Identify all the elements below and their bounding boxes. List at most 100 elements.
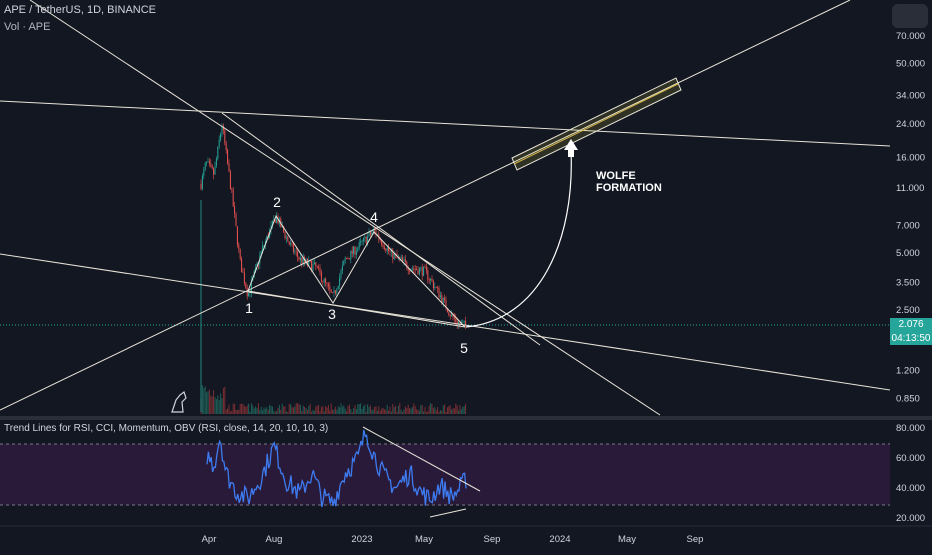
volume-bar (431, 403, 433, 414)
volume-bar (441, 410, 443, 414)
volume-bar (348, 404, 350, 414)
wave-label-4: 4 (370, 209, 378, 225)
volume-bar (438, 411, 440, 414)
candle-body (465, 320, 467, 325)
candle-body (348, 258, 350, 260)
volume-bar (217, 395, 219, 414)
candle-body (217, 146, 219, 159)
volume-bar (308, 405, 310, 414)
volume-bar (294, 406, 296, 414)
candle-body (453, 317, 455, 319)
volume-bar (420, 405, 422, 414)
volume-bar (369, 405, 371, 414)
volume-bar (309, 403, 311, 414)
price-axis-label: 50.000 (896, 59, 925, 70)
candle-body (431, 278, 433, 282)
volume-bar (236, 409, 238, 414)
candle-body (263, 245, 265, 247)
ascending-line (0, 0, 851, 411)
price-axis-label: 5.000 (896, 248, 920, 259)
volume-bar (253, 408, 255, 414)
volume-bar (290, 404, 292, 414)
candle-body (334, 290, 336, 294)
volume-bar (389, 406, 391, 414)
candle-body (270, 225, 272, 231)
candle-body (362, 238, 364, 242)
volume-bar (343, 405, 345, 414)
candle-body (438, 287, 440, 298)
volume-bar (234, 403, 236, 414)
volume-bar (353, 408, 355, 414)
candle-body (311, 260, 313, 271)
candle-body (350, 250, 352, 260)
volume-bar (255, 406, 257, 414)
volume-bar (344, 408, 346, 414)
candle-body (337, 285, 339, 290)
volume-bar (407, 404, 409, 414)
candle-body (437, 287, 439, 289)
candle-body (201, 175, 203, 189)
volume-bar (332, 409, 334, 414)
candle-body (260, 250, 262, 256)
volume-bar (301, 411, 303, 414)
volume-bar (437, 407, 439, 414)
candle-body (344, 258, 346, 261)
rsi-band (0, 444, 890, 505)
candle-body (333, 290, 335, 293)
time-axis-label: Apr (202, 534, 217, 545)
volume-bar (459, 405, 461, 414)
volume-bar (430, 403, 432, 414)
candle-body (388, 247, 390, 252)
candle-body (416, 269, 418, 271)
volume-bar (458, 410, 460, 414)
volume-bar (371, 409, 373, 414)
price-axis-label: 24.000 (896, 119, 925, 130)
candle-body (243, 272, 245, 284)
volume-bar (460, 409, 462, 414)
volume-bar (368, 406, 370, 414)
volume-bar (444, 404, 446, 414)
last-price-tag: 2.076 (890, 318, 932, 332)
volume-bar (390, 411, 392, 414)
volume-bar (416, 409, 418, 414)
candle-body (402, 257, 404, 261)
wave-label-5: 5 (460, 340, 468, 356)
volume-bar (411, 407, 413, 414)
volume-bar (402, 411, 404, 414)
volume-bar (215, 399, 217, 414)
candle-body (382, 244, 384, 248)
candle-body (294, 251, 296, 253)
candle-body (439, 295, 441, 298)
volume-bar (330, 403, 332, 414)
chart-settings-button[interactable] (892, 4, 928, 28)
volume-bar (465, 403, 467, 414)
candle-body (406, 261, 408, 269)
candle-body (432, 281, 434, 289)
candle-body (458, 322, 460, 325)
volume-bar (351, 411, 353, 414)
tradingview-logo-icon (171, 391, 187, 413)
candle-body (316, 266, 318, 268)
volume-bar (417, 409, 419, 414)
candle-body (297, 252, 299, 257)
volume-bar (259, 410, 261, 414)
candle-body (411, 268, 413, 270)
candle-body (239, 249, 241, 259)
volume-bar (451, 409, 453, 414)
candle-body (360, 241, 362, 243)
candle-body (354, 246, 356, 255)
volume-bar (334, 406, 336, 414)
candle-body (299, 258, 301, 260)
candle-body (361, 241, 363, 242)
volume-bar (379, 410, 381, 414)
candle-body (326, 282, 328, 285)
wave-label-2: 2 (273, 194, 281, 210)
volume-bar (232, 403, 234, 414)
wave-label-1: 1 (245, 300, 253, 316)
volume-bar (364, 404, 366, 414)
candle-body (218, 140, 220, 147)
volume-bar (302, 405, 304, 414)
volume-bar (210, 395, 212, 414)
